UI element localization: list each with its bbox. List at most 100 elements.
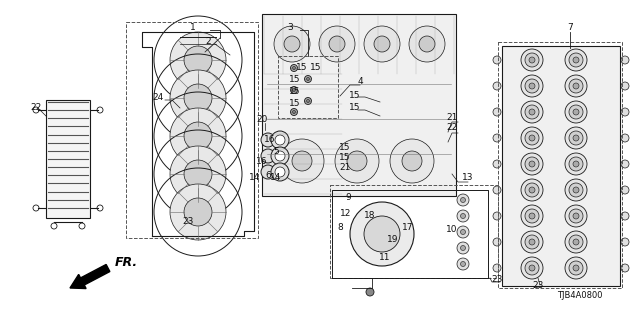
Circle shape (291, 65, 298, 71)
Text: 19: 19 (387, 236, 399, 244)
Circle shape (280, 139, 324, 183)
Circle shape (525, 183, 539, 197)
Circle shape (170, 32, 226, 88)
Circle shape (569, 105, 583, 119)
Circle shape (97, 107, 103, 113)
Circle shape (569, 261, 583, 275)
Circle shape (461, 261, 465, 267)
Circle shape (529, 239, 535, 245)
Circle shape (569, 209, 583, 223)
Circle shape (569, 131, 583, 145)
Circle shape (292, 151, 312, 171)
Circle shape (366, 288, 374, 296)
Circle shape (292, 67, 296, 69)
Circle shape (521, 101, 543, 123)
Circle shape (573, 239, 579, 245)
Circle shape (291, 108, 298, 116)
Circle shape (374, 36, 390, 52)
Circle shape (305, 76, 312, 83)
Text: 15: 15 (339, 154, 351, 163)
Circle shape (529, 161, 535, 167)
Text: 15: 15 (289, 76, 301, 84)
Circle shape (621, 134, 629, 142)
Circle shape (525, 105, 539, 119)
Text: 17: 17 (403, 223, 413, 233)
Circle shape (521, 231, 543, 253)
Circle shape (621, 186, 629, 194)
Text: 24: 24 (152, 93, 164, 102)
Circle shape (493, 212, 501, 220)
Circle shape (621, 160, 629, 168)
Circle shape (569, 183, 583, 197)
Circle shape (390, 139, 434, 183)
Text: 3: 3 (287, 23, 293, 33)
Circle shape (457, 210, 469, 222)
Circle shape (419, 36, 435, 52)
Text: FR.: FR. (115, 255, 138, 268)
Circle shape (521, 257, 543, 279)
Circle shape (565, 205, 587, 227)
Circle shape (525, 209, 539, 223)
Circle shape (184, 84, 212, 112)
Circle shape (529, 109, 535, 115)
Text: 13: 13 (462, 173, 474, 182)
Circle shape (275, 167, 285, 177)
Circle shape (525, 157, 539, 171)
Circle shape (184, 160, 212, 188)
Circle shape (33, 107, 39, 113)
Bar (498, 42, 622, 288)
Circle shape (335, 139, 379, 183)
Circle shape (329, 36, 345, 52)
Bar (262, 14, 456, 196)
Circle shape (170, 108, 226, 164)
Circle shape (569, 235, 583, 249)
Circle shape (493, 108, 501, 116)
Circle shape (79, 223, 85, 229)
Circle shape (621, 238, 629, 246)
Circle shape (271, 147, 289, 165)
Circle shape (573, 57, 579, 63)
Text: 15: 15 (289, 87, 301, 97)
Circle shape (307, 77, 310, 81)
Circle shape (271, 131, 289, 149)
Circle shape (529, 265, 535, 271)
Text: 4: 4 (357, 77, 363, 86)
Text: 10: 10 (446, 226, 458, 235)
Circle shape (409, 26, 445, 62)
Circle shape (565, 127, 587, 149)
Circle shape (261, 165, 275, 179)
Text: 14: 14 (250, 173, 260, 182)
Text: 15: 15 (339, 143, 351, 153)
Circle shape (565, 257, 587, 279)
Circle shape (521, 205, 543, 227)
Text: 15: 15 (349, 103, 361, 113)
Circle shape (525, 131, 539, 145)
Circle shape (521, 49, 543, 71)
Circle shape (529, 187, 535, 193)
Circle shape (284, 36, 300, 52)
Circle shape (271, 163, 289, 181)
Text: 6: 6 (265, 171, 271, 180)
Circle shape (261, 149, 275, 163)
Circle shape (275, 135, 285, 145)
Circle shape (347, 151, 367, 171)
Circle shape (51, 223, 57, 229)
Circle shape (569, 79, 583, 93)
Circle shape (565, 49, 587, 71)
Circle shape (461, 197, 465, 203)
Text: 20: 20 (256, 116, 268, 124)
Text: 16: 16 (264, 135, 276, 145)
Text: 12: 12 (340, 209, 352, 218)
Circle shape (461, 245, 465, 251)
Text: 15: 15 (349, 91, 361, 100)
Circle shape (621, 56, 629, 64)
Circle shape (33, 205, 39, 211)
Text: 7: 7 (567, 23, 573, 33)
Text: 11: 11 (380, 253, 391, 262)
Circle shape (307, 100, 310, 102)
Circle shape (97, 205, 103, 211)
Text: 16: 16 (256, 157, 268, 166)
Text: 15: 15 (310, 63, 322, 73)
Text: 1: 1 (190, 23, 196, 33)
Circle shape (493, 134, 501, 142)
